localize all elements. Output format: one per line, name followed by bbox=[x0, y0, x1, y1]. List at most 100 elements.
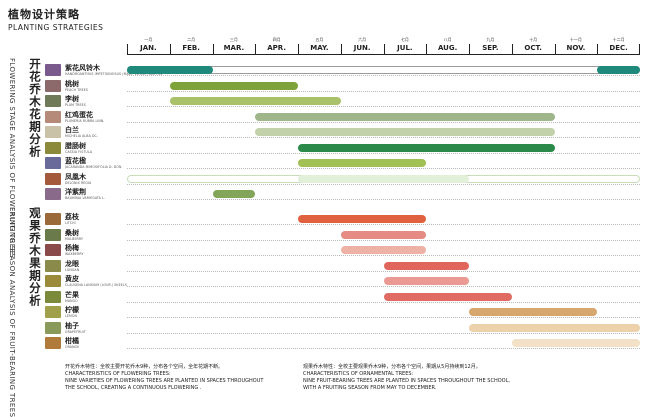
month-label-cn: 三月 bbox=[229, 37, 238, 42]
row-guide-line bbox=[127, 301, 640, 303]
month-label-cn: 一月 bbox=[144, 37, 153, 42]
month-label-cn: 十一月 bbox=[569, 37, 582, 42]
row-guide-line bbox=[127, 106, 640, 107]
row-guide-line bbox=[127, 286, 640, 287]
row-guide-line bbox=[127, 239, 640, 241]
month-tick bbox=[512, 44, 513, 54]
flowering-period-bar bbox=[169, 97, 341, 105]
flowering-period-bar bbox=[255, 112, 555, 121]
plant-name-cn: 紫花风铃木 bbox=[65, 64, 100, 72]
plant-name-cn: 柑橘 bbox=[65, 337, 79, 345]
plant-name-latin: WAXBERRY bbox=[65, 252, 84, 256]
row-guide-line bbox=[127, 317, 640, 318]
flowering-period-bar bbox=[255, 128, 555, 136]
plant-name-cn: 黄皮 bbox=[65, 275, 79, 283]
fruiting-note-en-1: CHARACTERISTICS OF ORNAMENTAL TREES: bbox=[303, 371, 414, 377]
plant-name-latin: JACARANDA MIMOSIFOLIA D. DON bbox=[65, 165, 122, 169]
plant-name-latin: LONGAN bbox=[65, 267, 80, 272]
fruiting-period-bar bbox=[383, 261, 469, 270]
fruiting-period-bar bbox=[340, 230, 427, 239]
plant-thumbnail bbox=[45, 290, 61, 303]
row-guide-line bbox=[127, 121, 640, 123]
month-label-cn: 四月 bbox=[272, 37, 281, 42]
plant-name-cn: 洋紫荆 bbox=[65, 188, 86, 196]
month-label-en: AUG. bbox=[437, 44, 458, 52]
month-label-en: OCT. bbox=[524, 44, 542, 52]
plant-thumbnail bbox=[45, 244, 61, 256]
flowering-note-en-2: NINE VARIETIES OF FLOWERING TREES ARE PL… bbox=[65, 378, 264, 384]
plant-thumbnail bbox=[45, 321, 61, 334]
month-tick bbox=[426, 44, 427, 54]
row-guide-line bbox=[127, 75, 640, 76]
page-title: 植物设计策略 bbox=[8, 8, 80, 21]
plant-thumbnail bbox=[45, 110, 61, 123]
plant-name-cn: 杨梅 bbox=[65, 244, 79, 252]
row-guide-line bbox=[127, 348, 640, 349]
row-guide-line bbox=[127, 90, 640, 92]
month-tick bbox=[255, 44, 256, 54]
plant-name-latin: LEMON bbox=[65, 314, 77, 318]
month-tick bbox=[341, 44, 342, 54]
row-guide-line bbox=[127, 332, 640, 334]
fruiting-period-bar bbox=[340, 246, 427, 254]
plant-name-cn: 柚子 bbox=[65, 321, 79, 330]
fruiting-period-bar bbox=[383, 277, 469, 285]
month-label-en: JUN. bbox=[353, 44, 371, 52]
plant-name-cn: 白兰 bbox=[65, 126, 79, 134]
flowering-period-bar bbox=[212, 190, 256, 198]
plant-thumbnail bbox=[45, 172, 61, 185]
month-label-en: JUL. bbox=[397, 44, 413, 52]
plant-name-latin: PLUM TREES bbox=[65, 103, 86, 107]
plant-name-cn: 荔枝 bbox=[65, 213, 79, 221]
plant-name-cn: 桑树 bbox=[65, 228, 79, 237]
plant-thumbnail bbox=[45, 228, 61, 241]
month-label-cn: 十月 bbox=[529, 37, 538, 42]
month-label-en: MAR. bbox=[223, 44, 245, 52]
fruiting-note-en-3: WITH A FRUITING SEASON FROM MAY TO DECEM… bbox=[303, 385, 437, 391]
plant-thumbnail bbox=[45, 213, 61, 225]
fruiting-section-title: 观果乔木果期分析 bbox=[28, 207, 42, 307]
plant-name-cn: 蓝花楹 bbox=[65, 157, 86, 165]
planting-strategy-diagram: 植物设计策略 PLANTING STRATEGIES 一月 JAN. 二月 FEB. 三… bbox=[8, 8, 640, 417]
plant-thumbnail bbox=[45, 79, 61, 92]
row-guide-line bbox=[127, 199, 640, 200]
month-label-en: JAN. bbox=[140, 44, 157, 52]
plant-name-cn: 桃树 bbox=[65, 79, 79, 88]
plant-name-latin: MICHELIA ALBA DC. bbox=[65, 134, 98, 138]
plant-name-cn: 龙眼 bbox=[65, 259, 79, 268]
fruiting-period-bar bbox=[383, 292, 512, 301]
fruiting-note: 观果乔木特性：全校主要观果乔木9种，分布各个空间，果期从5月持续到12月。 CH… bbox=[303, 364, 510, 392]
plant-name-latin: HANDROANTHUS IMPETIGINOSUS (MART. EX DC.… bbox=[65, 72, 163, 76]
plant-name-cn: 腊肠树 bbox=[65, 141, 86, 150]
month-tick bbox=[127, 44, 128, 54]
row-guide-line bbox=[127, 270, 640, 272]
fruiting-note-cn: 观果乔木特性：全校主要观果乔木9种，分布各个空间，果期从5月持续到12月。 bbox=[303, 364, 481, 370]
month-tick bbox=[639, 44, 640, 54]
row-guide-line bbox=[127, 168, 640, 169]
plant-name-latin: ORANGE bbox=[65, 345, 80, 349]
plant-name-latin: LITCHI bbox=[65, 221, 76, 225]
flowering-period-bar bbox=[169, 81, 298, 90]
month-tick bbox=[213, 44, 214, 54]
plant-thumbnail bbox=[45, 259, 61, 272]
plant-name-latin: CLAUSENA LANSIUM (LOUR.) SKEELS bbox=[65, 283, 127, 287]
plant-name-latin: CASSIA FISTULA bbox=[65, 149, 93, 154]
flowering-note-en-1: CHARACTERISTICS OF FLOWERING TREES: bbox=[65, 371, 171, 377]
month-tick bbox=[170, 44, 171, 54]
flowering-note: 开花乔木特性：全校主要开花乔木9种，分布各个空间，全年花期不断。 CHARACT… bbox=[65, 364, 263, 392]
plant-name-latin: PLUMERIA RUBRA LINN. bbox=[65, 118, 105, 123]
fruiting-period-bar bbox=[298, 215, 427, 223]
fruiting-period-bar bbox=[469, 323, 640, 332]
row-guide-line bbox=[127, 137, 640, 138]
plant-thumbnail bbox=[45, 157, 61, 169]
row-guide-line bbox=[127, 152, 640, 154]
plant-thumbnail bbox=[45, 275, 61, 287]
month-tick bbox=[597, 44, 598, 54]
plant-thumbnail bbox=[45, 64, 61, 76]
month-label-cn: 七月 bbox=[400, 37, 409, 42]
plant-name-latin: BAUHINIA VARIEGATA L. bbox=[65, 196, 106, 200]
plant-name-cn: 红鸡蛋花 bbox=[65, 110, 93, 119]
plant-name-latin: PEACH TREES bbox=[65, 87, 89, 92]
month-tick bbox=[469, 44, 470, 54]
plant-thumbnail bbox=[45, 141, 61, 154]
